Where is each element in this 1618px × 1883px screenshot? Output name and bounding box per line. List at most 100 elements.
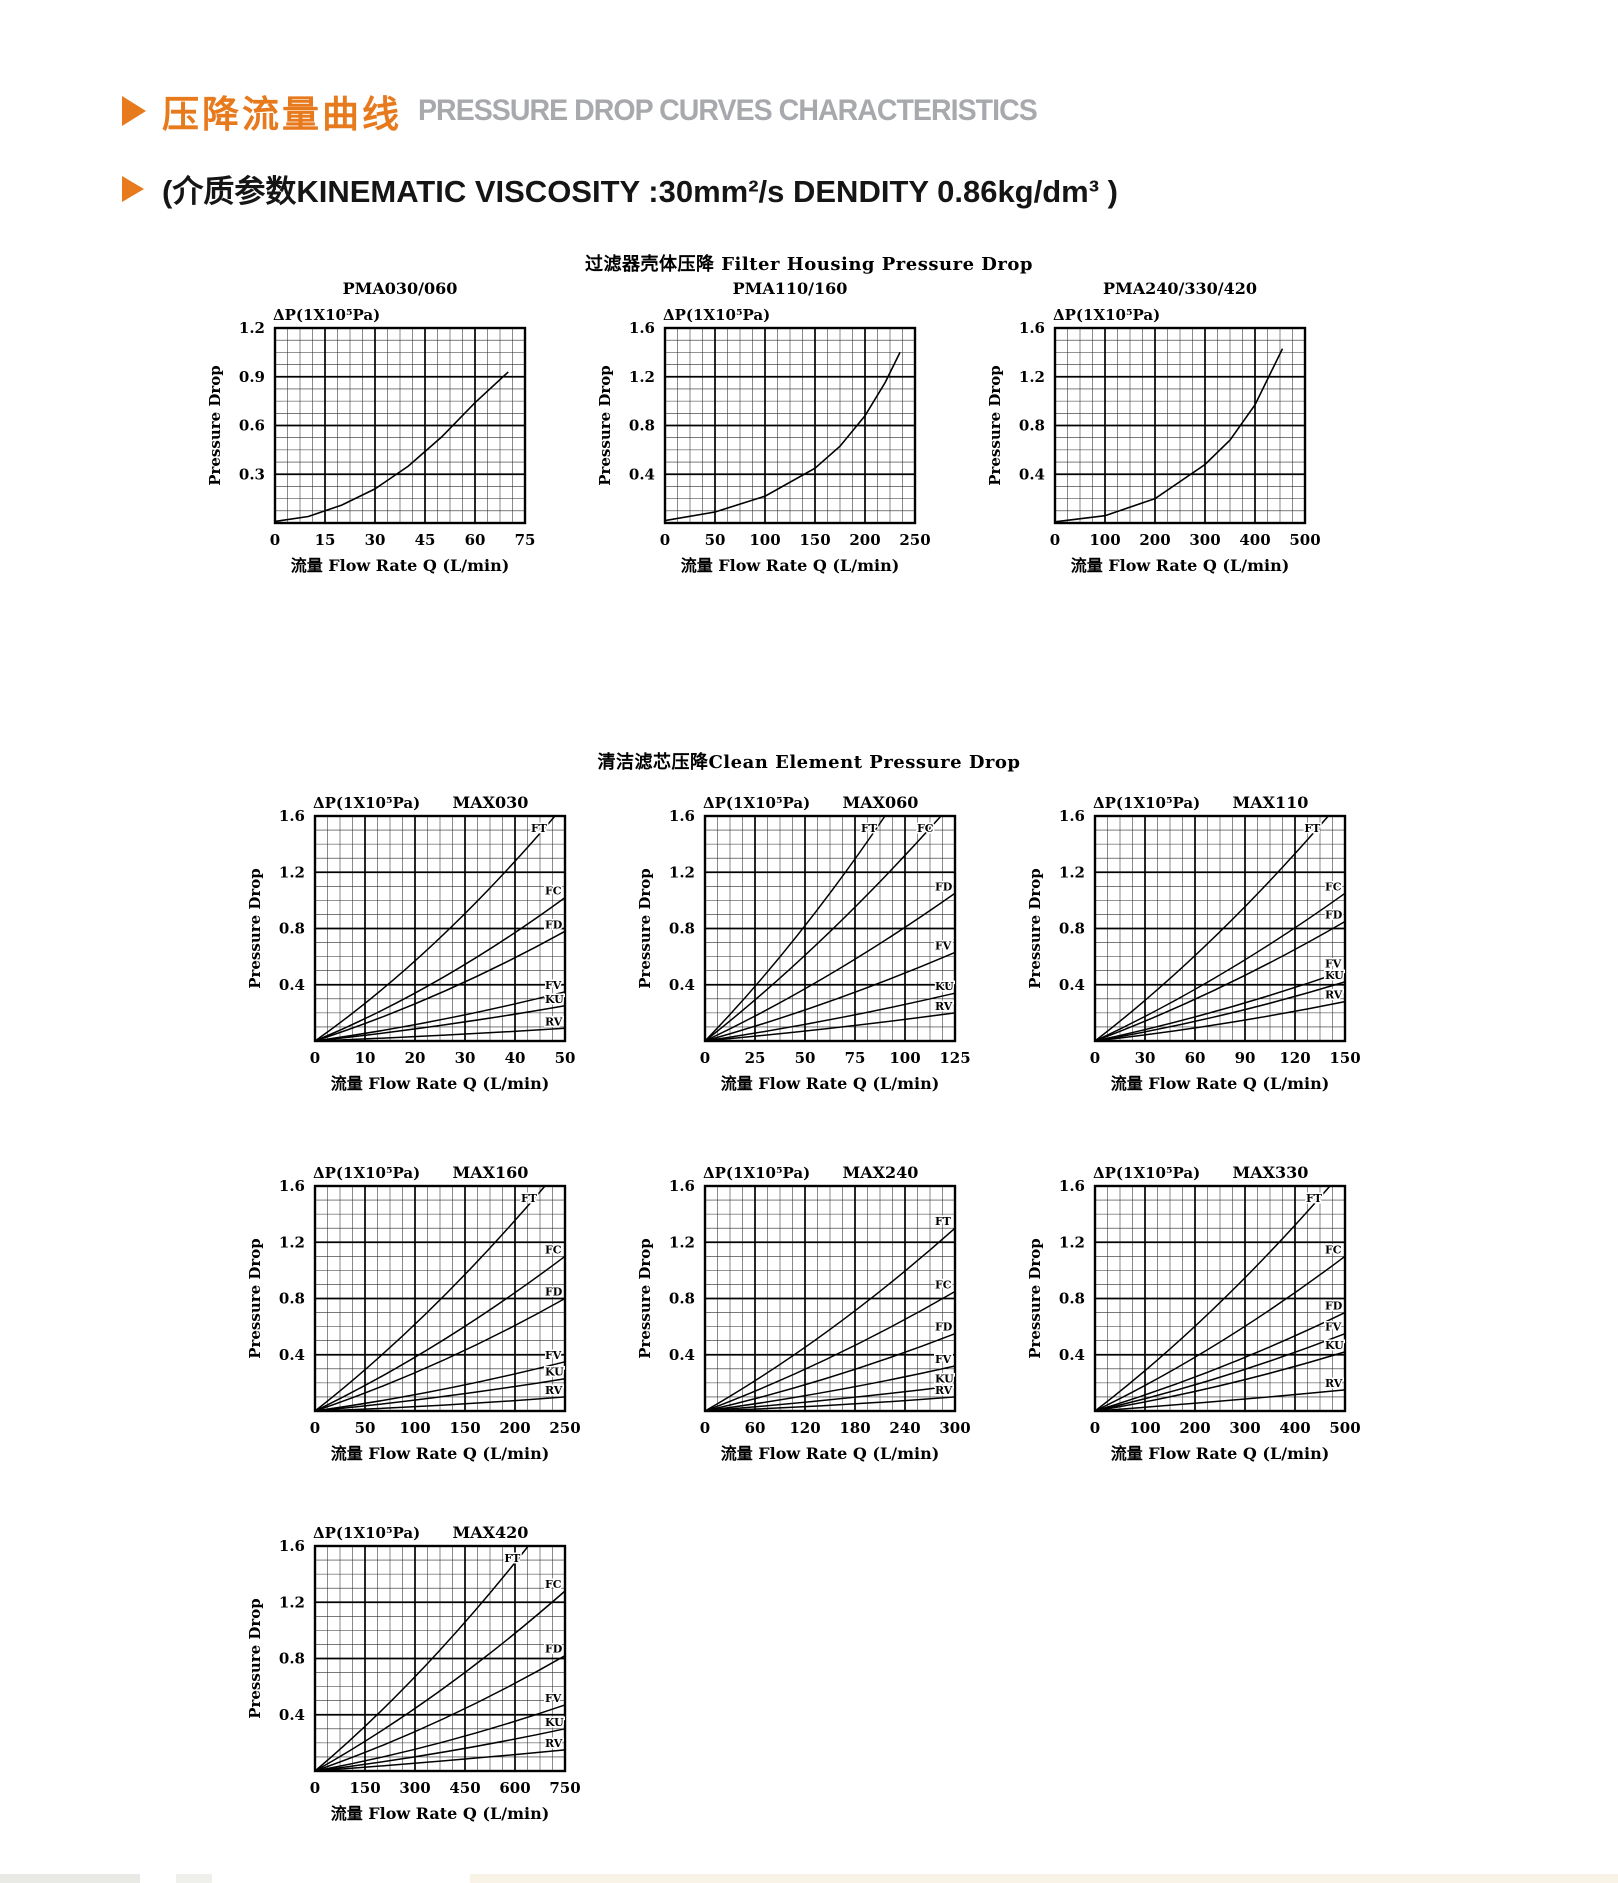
- x-tick: 100: [399, 1419, 430, 1437]
- chart-title: MAX240: [843, 1163, 919, 1182]
- y-tick: 1.2: [279, 1593, 305, 1611]
- chart-title: MAX030: [453, 793, 529, 812]
- x-axis-label: 流量 Flow Rate Q (L/min): [681, 556, 900, 575]
- y-tick: 1.2: [279, 863, 305, 881]
- y-tick: 1.6: [279, 1177, 305, 1195]
- dp-axis-label: ΔP(1X10⁵Pa): [1093, 794, 1200, 812]
- chart-title: MAX330: [1233, 1163, 1309, 1182]
- x-tick: 0: [270, 531, 280, 549]
- series-line-RV: [704, 1012, 956, 1042]
- series-line-FV: [314, 991, 566, 1042]
- dp-axis-label: ΔP(1X10⁵Pa): [1053, 306, 1160, 324]
- series-line-KU: [1094, 1351, 1346, 1412]
- series-line-FC: [314, 1255, 566, 1412]
- y-tick: 0.4: [1019, 465, 1045, 483]
- x-axis-label: 流量 Flow Rate Q (L/min): [331, 1444, 550, 1463]
- series-label-FC: FC: [917, 822, 934, 835]
- series-label-FT: FT: [1304, 822, 1321, 835]
- series-line-FV: [704, 1365, 956, 1412]
- series-label-FC: FC: [545, 885, 562, 898]
- y-tick: 0.9: [239, 368, 265, 386]
- y-axis-label: Pressure Drop: [206, 365, 224, 486]
- chart-MAX330: FT FC FD FV KU RV 0.4 0.8 1.2 1.6 0 100 200 300 400 500…: [1026, 1163, 1361, 1463]
- element-charts-row-2: FT FC FD FV KU RV 0.4 0.8 1.2 1.6 0 50 100 150 200 250 Δ…: [240, 1160, 1365, 1465]
- plot-border: [703, 1184, 957, 1413]
- footer-strip-left: [0, 1874, 140, 1883]
- y-tick: 1.2: [669, 1233, 695, 1251]
- series-line-FD: [314, 930, 566, 1042]
- series-line-FV: [314, 1704, 566, 1772]
- series-label-FV: FV: [935, 939, 952, 952]
- series-line-FV: [1094, 1333, 1346, 1412]
- x-tick: 300: [939, 1419, 970, 1437]
- series-label-FD: FD: [545, 918, 563, 931]
- series-line-FT: [314, 1185, 546, 1412]
- x-tick: 180: [839, 1419, 870, 1437]
- element-charts-row-1: FT FC FD FV KU RV 0.4 0.8 1.2 1.6 0 10 20 30 40 50 ΔP(1X…: [240, 790, 1365, 1095]
- y-tick: 0.8: [279, 1290, 305, 1308]
- series-label-FD: FD: [1325, 908, 1343, 921]
- dp-axis-label: ΔP(1X10⁵Pa): [703, 1164, 810, 1182]
- x-tick: 45: [415, 531, 436, 549]
- y-axis-label: Pressure Drop: [246, 1598, 264, 1719]
- series-line-FC: [1094, 1255, 1346, 1412]
- x-tick: 50: [355, 1419, 376, 1437]
- chart-MAX160: FT FC FD FV KU RV 0.4 0.8 1.2 1.6 0 50 100 150 200 250 Δ…: [246, 1163, 581, 1463]
- section-title-housing: 过滤器壳体压降 Filter Housing Pressure Drop: [585, 254, 1033, 275]
- dp-axis-label: ΔP(1X10⁵Pa): [313, 794, 420, 812]
- x-tick: 40: [505, 1049, 526, 1067]
- y-tick: 1.6: [669, 1177, 695, 1195]
- x-axis-label: 流量 Flow Rate Q (L/min): [331, 1804, 550, 1823]
- x-tick: 120: [1279, 1049, 1310, 1067]
- series-label-FD: FD: [545, 1643, 563, 1656]
- chart-title: MAX060: [843, 793, 919, 812]
- x-tick: 200: [1139, 531, 1170, 549]
- y-tick: 0.3: [239, 465, 265, 483]
- series-label-FT: FT: [531, 822, 548, 835]
- y-tick: 0.4: [279, 1346, 305, 1364]
- x-tick: 30: [455, 1049, 476, 1067]
- x-tick: 150: [349, 1779, 380, 1797]
- plot-border: [1093, 814, 1347, 1043]
- series-label-FD: FD: [545, 1286, 563, 1299]
- y-tick: 0.8: [279, 1650, 305, 1668]
- chart-title: MAX110: [1233, 793, 1309, 812]
- x-tick: 0: [700, 1419, 710, 1437]
- chart-title: PMA030/060: [343, 279, 458, 298]
- series-line-FT: [314, 1545, 529, 1772]
- series-line-KU: [704, 992, 956, 1042]
- series-line-FD: [704, 892, 956, 1042]
- series-label-FV: FV: [545, 1692, 562, 1705]
- y-tick: 1.6: [629, 319, 655, 337]
- y-tick: 0.8: [669, 1290, 695, 1308]
- series-line-FD: [1094, 920, 1346, 1042]
- x-tick: 450: [449, 1779, 480, 1797]
- plot-border: [703, 814, 957, 1043]
- series-label-FC: FC: [1325, 1243, 1342, 1256]
- series-line: [1054, 348, 1284, 523]
- series-label-FT: FT: [521, 1192, 538, 1205]
- series-label-RV: RV: [935, 1000, 953, 1013]
- housing-charts-row: 0.3 0.6 0.9 1.2 0 15 30 45 60 75 ΔP(1X10⁵Pa) PMA030…: [200, 278, 1325, 578]
- x-tick: 200: [849, 531, 880, 549]
- series-line-FT: [314, 815, 556, 1042]
- chart-PMA110-160: 0.4 0.8 1.2 1.6 0 50 100 150 200 250 ΔP(1X10⁵Pa) PM…: [596, 279, 931, 575]
- x-axis-label: 流量 Flow Rate Q (L/min): [1071, 556, 1290, 575]
- y-tick: 0.4: [279, 976, 305, 994]
- dp-axis-label: ΔP(1X10⁵Pa): [313, 1524, 420, 1542]
- series-line-RV: [704, 1396, 956, 1412]
- x-tick: 400: [1279, 1419, 1310, 1437]
- x-axis-label: 流量 Flow Rate Q (L/min): [291, 556, 510, 575]
- y-tick: 1.2: [1019, 368, 1045, 386]
- series-label-RV: RV: [545, 1015, 563, 1028]
- y-tick: 1.6: [1059, 807, 1085, 825]
- x-tick: 0: [1050, 531, 1060, 549]
- x-tick: 100: [1089, 531, 1120, 549]
- x-tick: 25: [745, 1049, 766, 1067]
- series-label-KU: KU: [935, 1373, 954, 1386]
- y-tick: 1.6: [279, 1537, 305, 1555]
- series-line-FD: [314, 1655, 566, 1772]
- y-tick: 0.4: [629, 465, 655, 483]
